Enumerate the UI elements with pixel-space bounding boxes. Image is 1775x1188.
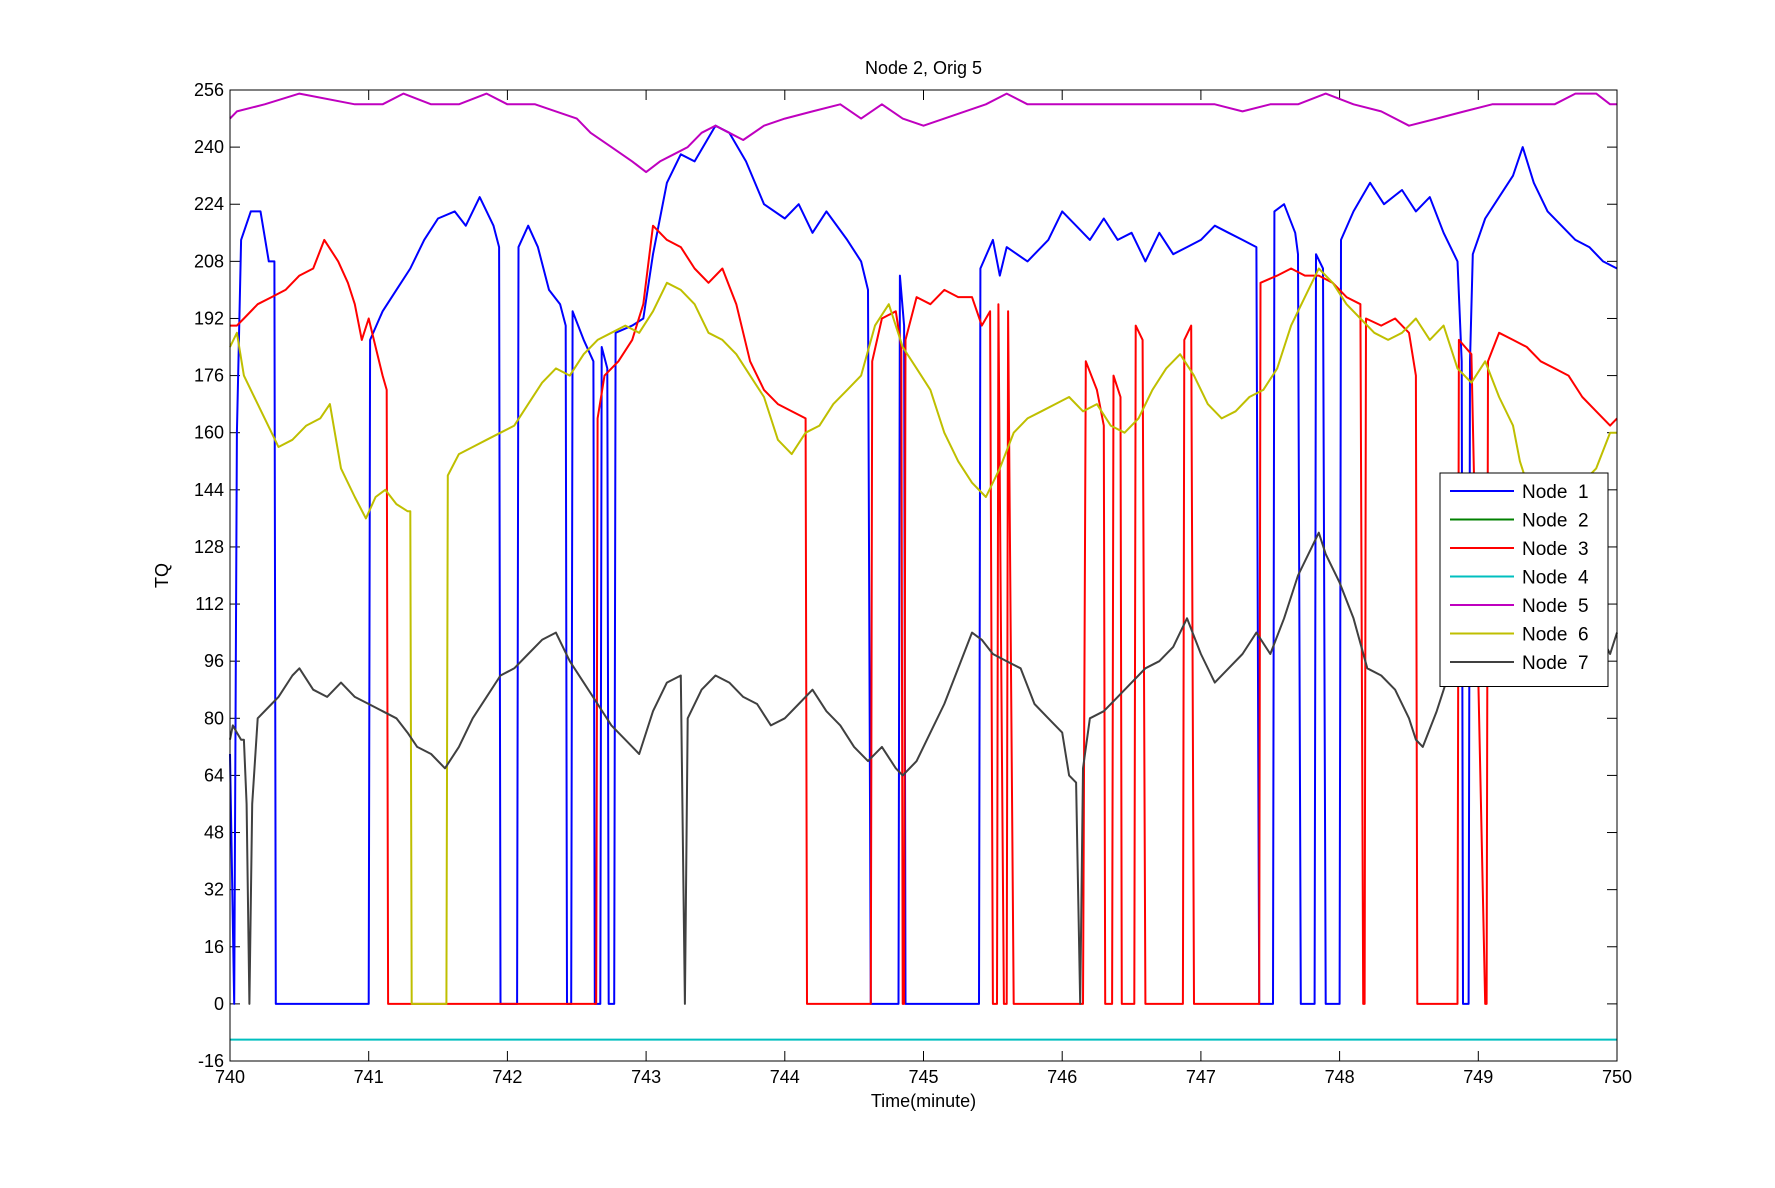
series-group — [229, 92, 1618, 1041]
series-line-node-3 — [230, 224, 1618, 1005]
axis-ticks: 740 741 742 743 744 745 746 747 748 749 750 -16 0 16 3… — [194, 80, 1632, 1087]
x-tick-label: 740 — [215, 1067, 245, 1087]
legend-label: Node 1 — [1522, 482, 1589, 503]
y-tick-label: 208 — [194, 251, 224, 271]
x-tick-label: 747 — [1186, 1067, 1216, 1087]
y-tick-label: 240 — [194, 137, 224, 157]
legend-box — [1439, 472, 1609, 687]
y-tick-label: 16 — [204, 937, 224, 957]
series-line-node-1 — [229, 124, 1618, 1005]
y-tick-label: 48 — [204, 823, 224, 843]
series-line-node-6 — [229, 267, 1617, 1005]
x-tick-label: 749 — [1463, 1067, 1493, 1087]
x-tick-label: 743 — [631, 1067, 661, 1087]
x-tick-label: 742 — [492, 1067, 522, 1087]
y-tick-label: 32 — [204, 880, 224, 900]
x-tick-label: 750 — [1602, 1067, 1632, 1087]
y-tick-label: 144 — [194, 480, 224, 500]
plot-area — [230, 90, 1617, 1061]
y-tick-label: 96 — [204, 651, 224, 671]
series-line-node-5 — [229, 92, 1617, 174]
y-tick-label: 176 — [194, 366, 224, 386]
y-tick-label: 112 — [195, 594, 224, 614]
x-tick-label: 748 — [1325, 1067, 1355, 1087]
legend-label: Node 6 — [1522, 625, 1589, 646]
y-tick-label: 224 — [194, 194, 224, 214]
y-tick-label: 160 — [194, 423, 224, 443]
x-tick-label: 746 — [1047, 1067, 1077, 1087]
x-tick-label: 745 — [908, 1067, 938, 1087]
legend-label: Node 4 — [1522, 568, 1589, 589]
x-tick-label: 741 — [354, 1067, 384, 1087]
plot-frame — [229, 89, 1618, 1062]
y-tick-label: 80 — [204, 708, 224, 728]
x-tick-label: 744 — [770, 1067, 800, 1087]
y-axis-label: TQ — [152, 563, 172, 588]
series-line-node-7 — [229, 474, 1618, 1005]
y-tick-label: 256 — [194, 80, 224, 100]
y-tick-label: 0 — [214, 994, 224, 1014]
legend-label: Node 5 — [1522, 596, 1589, 617]
chart-title: Node 2, Orig 5 — [865, 58, 982, 78]
y-tick-label: 128 — [194, 537, 224, 557]
x-axis-label: Time(minute) — [871, 1091, 976, 1111]
y-tick-label: 192 — [194, 308, 224, 328]
y-tick-label: -16 — [198, 1051, 224, 1071]
legend-label: Node 7 — [1522, 653, 1589, 674]
legend: Node 1 Node 2 Node 3 Node 4 Node 5 Node 6 Node… — [1439, 472, 1609, 687]
legend-label: Node 2 — [1522, 511, 1589, 532]
y-tick-label: 64 — [204, 765, 224, 785]
legend-label: Node 3 — [1522, 539, 1589, 560]
